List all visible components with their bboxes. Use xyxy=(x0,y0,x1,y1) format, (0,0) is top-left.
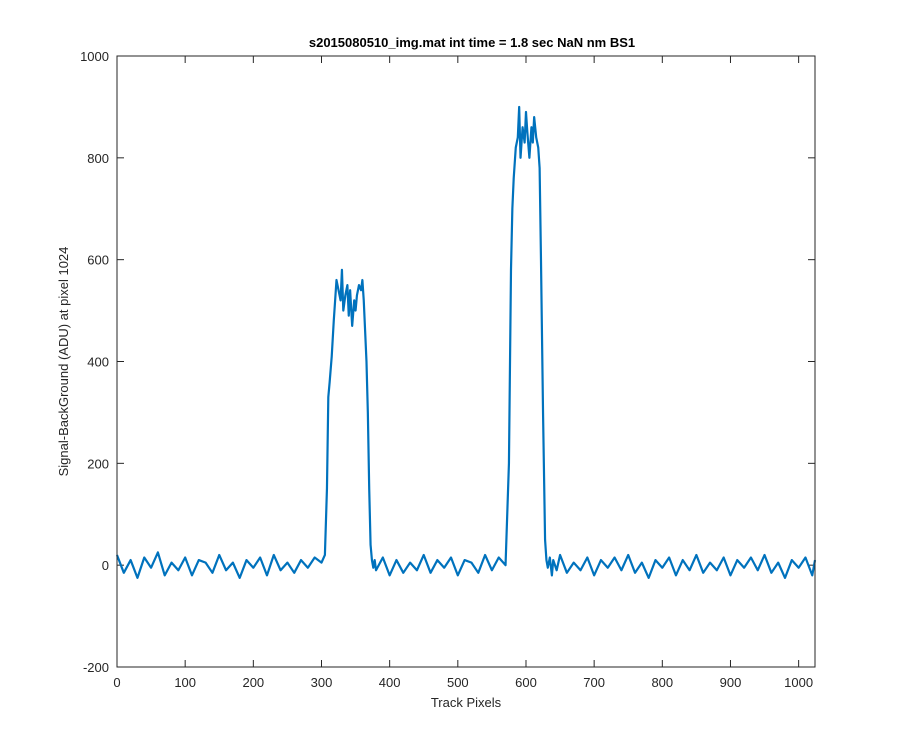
x-tick-label: 700 xyxy=(583,675,605,690)
x-tick-label: 0 xyxy=(113,675,120,690)
x-tick-label: 900 xyxy=(720,675,742,690)
x-tick-label: 800 xyxy=(651,675,673,690)
x-tick-label: 100 xyxy=(174,675,196,690)
x-tick-label: 300 xyxy=(311,675,333,690)
y-axis-label: Signal-BackGround (ADU) at pixel 1024 xyxy=(56,247,71,477)
y-tick-label: 0 xyxy=(102,558,109,573)
series-line-0 xyxy=(115,105,817,580)
chart-title: s2015080510_img.mat int time = 1.8 sec N… xyxy=(309,35,635,50)
y-tick-label: 400 xyxy=(87,355,109,370)
y-tick-label: 800 xyxy=(87,151,109,166)
x-tick-label: 200 xyxy=(242,675,264,690)
ticks-layer: 0 100 200 300 400 500 600 700 800 900 1000 -200 0 200… xyxy=(80,49,815,690)
y-tick-label: 200 xyxy=(87,456,109,471)
y-tick-label: -200 xyxy=(83,660,109,675)
x-axis-label: Track Pixels xyxy=(431,695,502,710)
y-tick-label: 1000 xyxy=(80,49,109,64)
x-tick-label: 500 xyxy=(447,675,469,690)
series-layer xyxy=(115,105,817,580)
x-tick-label: 600 xyxy=(515,675,537,690)
y-tick-label: 600 xyxy=(87,253,109,268)
x-tick-label: 400 xyxy=(379,675,401,690)
plot-frame xyxy=(116,55,816,668)
x-tick-label: 1000 xyxy=(784,675,813,690)
